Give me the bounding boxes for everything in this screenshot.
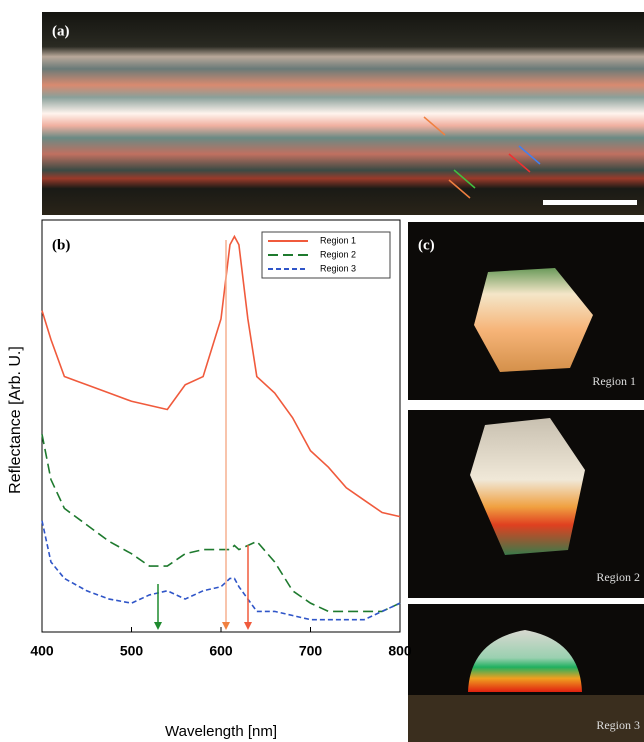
plot-frame — [42, 220, 400, 632]
plot: 400 500 600 700 800 Region 1 Region 2 Region 3 — [30, 232, 412, 659]
series-line — [42, 434, 400, 611]
photo-a — [42, 12, 644, 215]
panel-label: (c) — [418, 237, 435, 253]
y-axis-label: Reflectance [Arb. U.] — [7, 346, 24, 494]
legend-label: Region 2 — [320, 249, 356, 259]
region-label: Region 2 — [596, 570, 640, 584]
x-axis-label: Wavelength [nm] — [165, 723, 277, 740]
legend-label: Region 1 — [320, 235, 356, 245]
region-label: Region 1 — [592, 374, 636, 388]
x-tick-label: 500 — [120, 643, 144, 659]
page: (a) (c) Region 1 Region 2 Region 3 (b) W… — [0, 0, 644, 742]
legend-label: Region 3 — [320, 263, 356, 273]
scale-bar — [543, 200, 637, 205]
region-label: Region 3 — [596, 718, 640, 732]
panel-label: (a) — [52, 23, 70, 39]
figure: (a) (c) Region 1 Region 2 Region 3 (b) W… — [0, 0, 644, 742]
series-line — [42, 236, 400, 516]
panel-label: (b) — [52, 237, 70, 253]
x-tick-label: 400 — [30, 643, 54, 659]
series-line — [42, 521, 400, 620]
x-tick-label: 700 — [299, 643, 323, 659]
x-tick-label: 800 — [388, 643, 412, 659]
marker-arrows — [154, 240, 252, 630]
x-tick-label: 600 — [209, 643, 233, 659]
